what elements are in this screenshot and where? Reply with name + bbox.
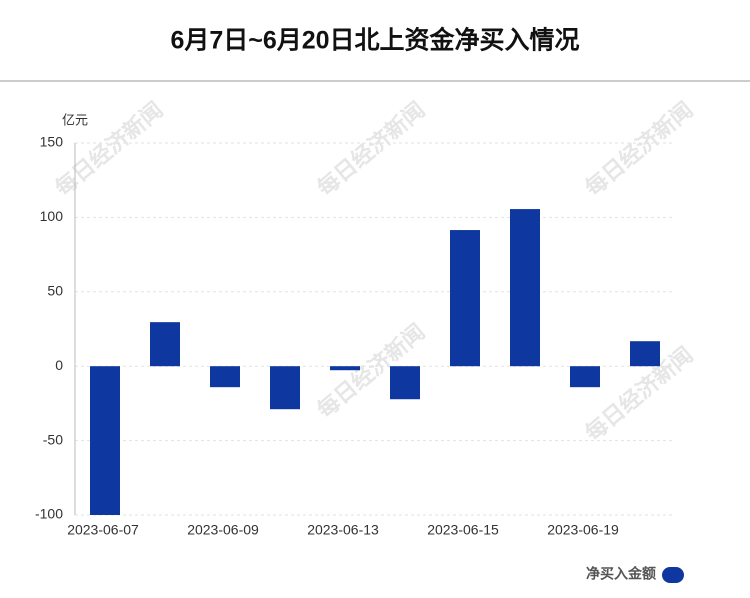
bar [630, 341, 660, 367]
legend-swatch [662, 567, 684, 583]
x-tick-label: 2023-06-19 [547, 522, 619, 538]
bar [330, 366, 360, 371]
bar [450, 230, 480, 367]
bar [210, 366, 240, 388]
bar [150, 322, 180, 367]
bar [390, 366, 420, 400]
y-tick-label: -100 [35, 506, 63, 522]
bar [90, 366, 120, 515]
x-tick-label: 2023-06-09 [187, 522, 259, 538]
y-tick-label: -50 [43, 431, 63, 447]
x-tick-label: 2023-06-13 [307, 522, 379, 538]
watermark: 每日经济新闻 [580, 97, 698, 202]
y-tick-label: 50 [47, 283, 63, 299]
y-tick-label: 150 [40, 134, 64, 150]
chart-title: 6月7日~6月20日北上资金净买入情况 [170, 26, 579, 55]
bar [570, 366, 600, 388]
bar [270, 366, 300, 410]
legend-label: 净买入金额 [586, 566, 656, 582]
watermark: 每日经济新闻 [312, 97, 430, 202]
y-axis-label: 亿元 [62, 112, 88, 127]
bar [510, 209, 540, 367]
y-tick-label: 0 [55, 357, 63, 373]
x-tick-label: 2023-06-07 [67, 522, 139, 538]
y-tick-label: 100 [40, 208, 64, 224]
x-tick-label: 2023-06-15 [427, 522, 499, 538]
